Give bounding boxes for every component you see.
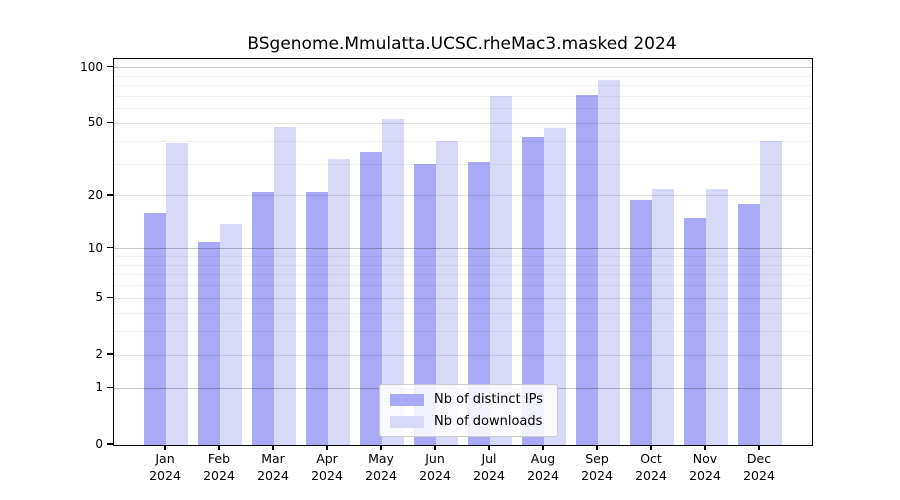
chart-title: BSgenome.Mmulatta.UCSC.rheMac3.masked 20… (247, 34, 677, 54)
y-tick-mark-20 (107, 194, 113, 196)
legend-label-downloads: Nb of downloads (434, 414, 543, 429)
legend-swatch-downloads (390, 415, 424, 428)
gridline-minor-7 (114, 274, 812, 276)
gridline-minor-3 (114, 331, 812, 333)
bar-distinct-ips-dec-2024 (738, 204, 760, 445)
y-tick-mark-5 (107, 296, 113, 299)
x-tick-mark-oct-2024 (650, 445, 652, 450)
gridline-minor-80 (114, 85, 812, 86)
bar-downloads-nov-2024 (706, 188, 728, 445)
bar-distinct-ips-apr-2024 (306, 192, 328, 445)
bar-downloads-mar-2024 (274, 126, 296, 445)
y-tick-mark-50 (107, 121, 113, 124)
y-tick-mark-10 (107, 247, 113, 249)
y-tick-label-1: 1 (95, 380, 103, 395)
gridline-sub-50 (114, 122, 812, 124)
gridline-minor-4 (114, 312, 812, 314)
y-tick-mark-100 (107, 65, 113, 68)
x-tick-label-aug-2024: Aug 2024 (527, 451, 559, 483)
bar-downloads-apr-2024 (328, 159, 350, 445)
gridline-minor-90 (114, 75, 812, 77)
gridline-minor-60 (114, 108, 812, 110)
x-tick-mark-nov-2024 (704, 445, 706, 450)
y-tick-mark-0 (107, 443, 113, 445)
gridline-major-100 (114, 67, 812, 68)
x-tick-mark-may-2024 (380, 445, 382, 450)
gridline-major-10 (114, 248, 812, 250)
x-tick-label-may-2024: May 2024 (365, 451, 397, 483)
legend-row-downloads: Nb of downloads (390, 414, 543, 429)
legend-row-distinct-ips: Nb of distinct IPs (390, 392, 543, 407)
x-tick-label-dec-2024: Dec 2024 (743, 451, 775, 483)
x-tick-label-jul-2024: Jul 2024 (473, 451, 505, 483)
bar-downloads-oct-2024 (652, 188, 674, 445)
x-tick-mark-mar-2024 (272, 445, 274, 450)
x-tick-label-mar-2024: Mar 2024 (257, 451, 289, 483)
x-tick-mark-jan-2024 (164, 445, 166, 450)
bar-downloads-dec-2024 (760, 141, 782, 445)
bar-downloads-sep-2024 (598, 79, 620, 445)
x-tick-label-oct-2024: Oct 2024 (635, 451, 667, 483)
y-tick-label-10: 10 (87, 240, 103, 255)
gridline-minor-30 (114, 163, 812, 165)
y-tick-label-0: 0 (95, 437, 103, 451)
legend-swatch-ips (390, 393, 424, 406)
bar-distinct-ips-jul-2024 (468, 161, 490, 445)
gridline-minor-40 (114, 140, 812, 142)
gridline-sub-2 (114, 354, 812, 356)
bar-downloads-feb-2024 (220, 223, 242, 445)
y-tick-label-5: 5 (95, 290, 103, 305)
bar-distinct-ips-sep-2024 (576, 95, 598, 445)
x-tick-mark-dec-2024 (758, 445, 760, 450)
x-tick-label-feb-2024: Feb 2024 (203, 451, 235, 483)
gridline-minor-70 (114, 95, 812, 97)
x-tick-mark-feb-2024 (218, 445, 220, 450)
gridline-minor-6 (114, 285, 812, 287)
bar-downloads-aug-2024 (544, 128, 566, 445)
x-tick-label-apr-2024: Apr 2024 (311, 451, 343, 483)
bar-distinct-ips-oct-2024 (630, 199, 652, 445)
x-tick-label-sep-2024: Sep 2024 (581, 451, 613, 483)
y-tick-mark-1 (107, 386, 113, 388)
y-tick-label-100: 100 (80, 59, 103, 74)
bar-downloads-jan-2024 (166, 143, 188, 445)
x-tick-label-jan-2024: Jan 2024 (149, 451, 181, 483)
bar-distinct-ips-mar-2024 (252, 192, 274, 445)
bar-distinct-ips-nov-2024 (684, 218, 706, 445)
bar-downloads-may-2024 (382, 118, 404, 445)
gridline-minor-9 (114, 256, 812, 258)
legend-label-distinct-ips: Nb of distinct IPs (434, 392, 543, 407)
bar-distinct-ips-jun-2024 (414, 164, 436, 445)
y-tick-mark-2 (107, 353, 113, 355)
gridline-sub-5 (114, 297, 812, 299)
x-tick-label-nov-2024: Nov 2024 (689, 451, 721, 483)
x-tick-mark-jun-2024 (434, 445, 436, 450)
bar-distinct-ips-jan-2024 (144, 213, 166, 445)
y-tick-label-20: 20 (87, 187, 103, 202)
x-tick-label-jun-2024: Jun 2024 (419, 451, 451, 483)
x-tick-mark-jul-2024 (488, 445, 490, 450)
gridline-minor-8 (114, 264, 812, 266)
bar-distinct-ips-aug-2024 (522, 137, 544, 445)
plot-area: Nb of distinct IPs Nb of downloads (113, 58, 813, 446)
y-tick-label-2: 2 (95, 347, 103, 362)
bar-downloads-jun-2024 (436, 141, 458, 445)
gridline-sub-20 (114, 195, 812, 197)
x-tick-mark-aug-2024 (542, 445, 544, 450)
bar-distinct-ips-feb-2024 (198, 241, 220, 445)
x-tick-mark-apr-2024 (326, 445, 328, 450)
x-tick-mark-sep-2024 (596, 445, 598, 450)
bar-downloads-jul-2024 (490, 96, 512, 445)
bar-distinct-ips-may-2024 (360, 151, 382, 445)
legend: Nb of distinct IPs Nb of downloads (379, 384, 558, 437)
y-tick-label-50: 50 (87, 115, 103, 130)
